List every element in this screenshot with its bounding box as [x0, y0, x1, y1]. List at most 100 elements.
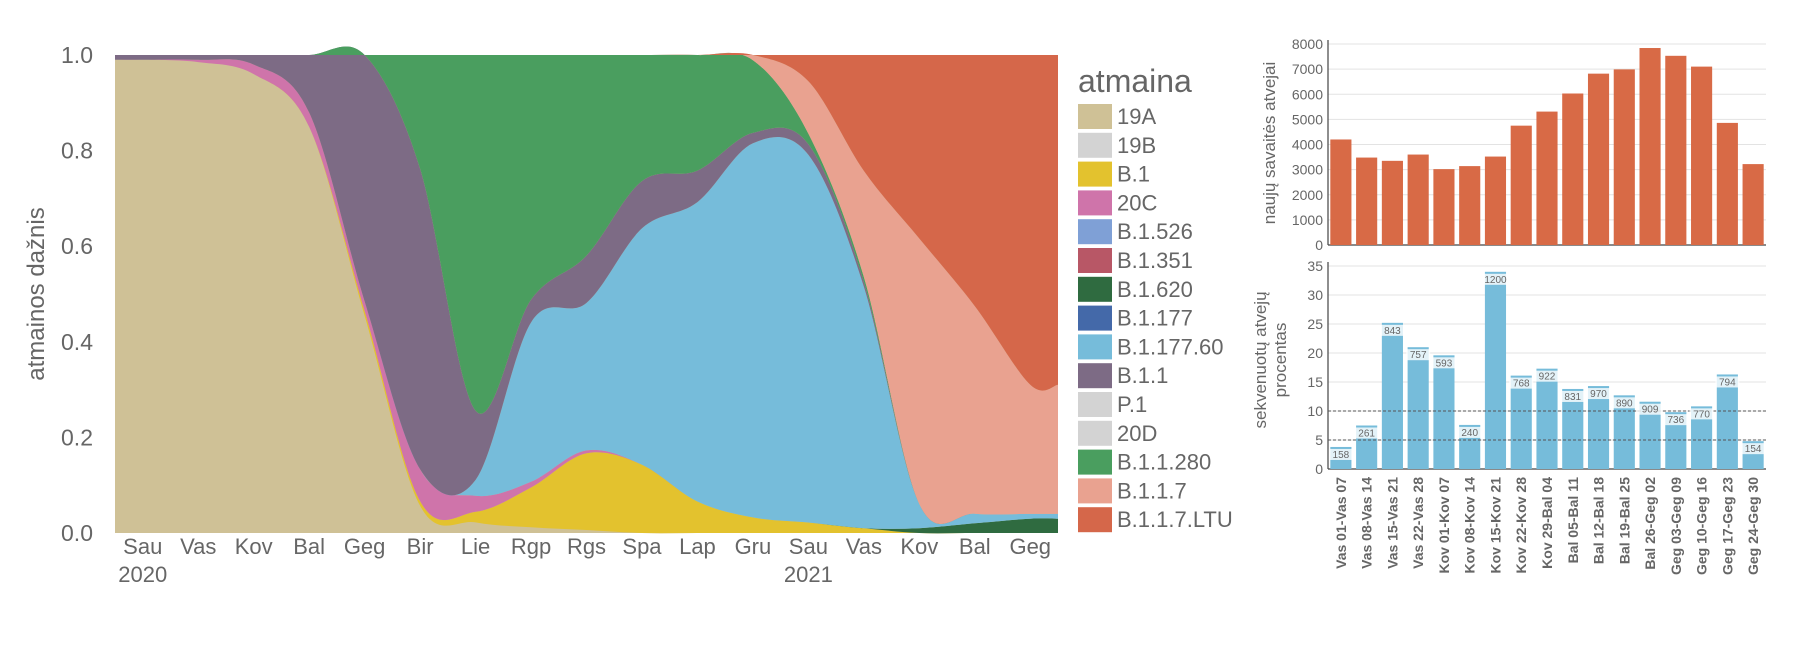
seq-data-label: 970 — [1590, 389, 1607, 400]
seq-data-label: 736 — [1667, 415, 1684, 426]
seq-xtick: Bal 12-Bal 18 — [1591, 477, 1607, 564]
legend-swatch — [1078, 449, 1112, 475]
legend-label: B.1.526 — [1117, 219, 1193, 244]
seq-bar — [1381, 322, 1403, 469]
seq-data-label-bg — [1483, 273, 1508, 285]
cases-ytick: 4000 — [1292, 137, 1323, 153]
seq-data-label: 240 — [1461, 428, 1478, 439]
cases-bar — [1330, 139, 1352, 245]
seq-bar — [1613, 395, 1635, 469]
legend-swatch — [1078, 276, 1112, 302]
seq-xtick: Vas 15-Vas 21 — [1384, 477, 1400, 569]
stream-ytick: 0.4 — [61, 329, 93, 355]
legend-label: B.1 — [1117, 162, 1150, 187]
seq-data-label: 794 — [1719, 377, 1736, 388]
seq-axes: 0 5 10 15 20 25 30 35 Vas 01-Vas 07 Vas 08-Vas 14… — [1307, 258, 1766, 575]
seq-xtick: Kov 08-Kov 14 — [1462, 477, 1478, 574]
legend-label: B.1.1.7.LTU — [1117, 507, 1233, 532]
seq-data-label: 261 — [1358, 429, 1375, 440]
cases-bar — [1459, 166, 1481, 245]
legend-swatch — [1078, 363, 1112, 389]
seq-bars: 158 261 843 757 593 240 1200 768 922 831 970 890 909… — [1328, 271, 1766, 469]
seq-bar — [1639, 401, 1661, 469]
seq-ytick: 35 — [1307, 258, 1323, 274]
seq-ytick: 10 — [1307, 403, 1323, 419]
stream-ytick: 0.6 — [61, 233, 93, 259]
legend-swatch — [1078, 132, 1112, 158]
stream-year-label: 2021 — [784, 562, 833, 587]
legend-swatch — [1078, 392, 1112, 417]
seq-ytick: 15 — [1307, 374, 1323, 390]
seq-data-label: 768 — [1513, 379, 1530, 390]
stream-area-19a — [115, 59, 1058, 534]
stream-xtick: Kov — [235, 534, 273, 559]
stream-area-b-1-1 — [115, 46, 1058, 524]
legend-label: 20C — [1117, 190, 1157, 215]
cases-bar — [1691, 66, 1713, 245]
cases-ytick: 0 — [1315, 237, 1323, 253]
seq-data-label: 909 — [1642, 405, 1659, 416]
legend-title: atmaina — [1078, 63, 1192, 99]
stream-xtick: Rgs — [567, 534, 606, 559]
cases-bar — [1484, 156, 1507, 245]
cases-bar — [1433, 169, 1455, 245]
stream-xtick: Sau — [123, 534, 162, 559]
seq-bar — [1587, 386, 1610, 469]
legend-swatch — [1078, 478, 1112, 504]
cases-bar — [1587, 73, 1610, 246]
legend-label: B.1.1 — [1117, 363, 1168, 388]
seq-xtick: Kov 22-Kov 28 — [1513, 477, 1529, 574]
stream-xtick: Kov — [900, 534, 938, 559]
seq-data-label-bg — [1715, 376, 1740, 388]
cases-bar — [1381, 160, 1403, 245]
seq-data-label-bg — [1431, 357, 1456, 369]
seq-data-label-bg — [1457, 426, 1482, 438]
legend-label: B.1.177.60 — [1117, 334, 1223, 359]
stream-area-b-1-177-60 — [115, 59, 1058, 529]
seq-xtick: Geg 03-Geg 09 — [1668, 477, 1684, 575]
seq-ytick: 30 — [1307, 287, 1323, 303]
legend-swatch — [1078, 190, 1112, 216]
legend-swatch — [1078, 420, 1112, 446]
cases-ytick: 6000 — [1292, 86, 1323, 102]
stream-ytick: 0.0 — [61, 520, 93, 546]
seq-data-label-bg — [1663, 414, 1688, 426]
seq-data-label-bg — [1328, 448, 1353, 460]
stream-axes: 0.0 0.2 0.4 0.6 0.8 1.0 Sau Vas Kov Bal Geg Bir Lie R… — [61, 42, 1051, 587]
seq-data-label: 757 — [1410, 350, 1427, 361]
seq-data-label-bg — [1509, 377, 1534, 389]
cases-bar — [1639, 48, 1661, 245]
legend-label: 19B — [1117, 133, 1156, 158]
seq-ytick: 25 — [1307, 316, 1323, 332]
cases-ytick: 1000 — [1292, 212, 1323, 228]
seq-data-label-bg — [1638, 403, 1663, 415]
cases-bar — [1510, 125, 1532, 245]
stream-xtick: Geg — [1009, 534, 1051, 559]
seq-bar — [1536, 368, 1558, 469]
seq-data-label: 890 — [1616, 398, 1633, 409]
seq-ytick: 0 — [1315, 461, 1323, 477]
seq-data-label-bg — [1535, 370, 1559, 382]
cases-bar — [1536, 111, 1558, 246]
sequenced-percent-bar-chart: 0 5 10 15 20 25 30 35 Vas 01-Vas 07 Vas 08-Vas 14… — [1251, 258, 1766, 575]
seq-xtick: Bal 19-Bal 25 — [1616, 477, 1632, 564]
cases-bar — [1613, 69, 1635, 245]
seq-data-label: 154 — [1745, 444, 1762, 455]
seq-data-label: 922 — [1539, 372, 1556, 383]
legend-label: B.1.351 — [1117, 248, 1193, 273]
legend-label: P.1 — [1117, 392, 1147, 417]
legend-label: B.1.620 — [1117, 277, 1193, 302]
legend-swatch — [1078, 161, 1112, 187]
stream-xtick: Lap — [679, 534, 716, 559]
legend-swatch — [1078, 104, 1112, 129]
seq-xtick: Kov 01-Kov 07 — [1436, 477, 1452, 574]
stream-area-b-1-1-7-ltu — [115, 53, 1058, 391]
stream-xtick: Vas — [180, 534, 216, 559]
stream-area-b-1-1-7 — [115, 52, 1058, 524]
seq-xtick: Geg 24-Geg 30 — [1745, 477, 1761, 575]
stream-ylabel: atmainos dažnis — [23, 207, 50, 380]
seq-data-label-bg — [1380, 324, 1405, 336]
seq-data-label-bg — [1406, 349, 1431, 361]
seq-data-label: 843 — [1384, 326, 1401, 337]
